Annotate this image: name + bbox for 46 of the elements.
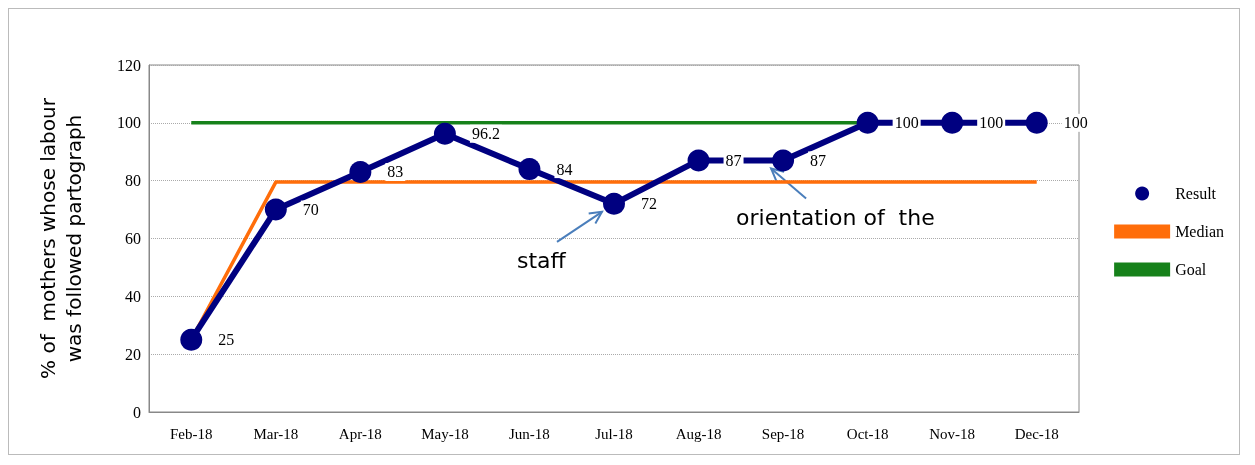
legend-label: Result: [1175, 185, 1217, 202]
data-label: 96.2: [471, 125, 500, 143]
legend-label: Goal: [1175, 261, 1207, 278]
point: [687, 149, 710, 172]
data-label: 87: [725, 151, 742, 169]
y-tick-label: 40: [125, 287, 141, 305]
x-tick-label: Dec-18: [1014, 425, 1059, 442]
data-label: 84: [556, 160, 573, 178]
data-label: 25: [218, 331, 235, 349]
data-label: 87: [810, 151, 827, 169]
data-label: 70: [302, 201, 319, 219]
point: [518, 158, 541, 181]
x-tick-label: Jul-18: [595, 425, 633, 442]
y-tick-label: 80: [125, 172, 141, 190]
point: [856, 111, 879, 134]
x-tick-label: Apr-18: [338, 425, 382, 442]
y-tick-label: 100: [117, 114, 141, 132]
point: [1025, 111, 1048, 134]
data-label: 100: [1063, 114, 1088, 132]
data-label: 72: [641, 195, 657, 213]
data-label: 100: [894, 114, 919, 132]
x-tick-label: Oct-18: [846, 425, 889, 442]
y-axis-title: % of mothers whose labour was followed partograph: [36, 97, 86, 379]
point: [433, 122, 456, 145]
annotation: staff: [517, 248, 567, 274]
point: [264, 198, 287, 221]
x-tick-label: Jun-18: [509, 425, 550, 442]
data-label: 83: [387, 163, 404, 181]
x-tick-label: Nov-18: [929, 425, 976, 442]
y-tick-label: 0: [133, 403, 141, 421]
legend-label: Median: [1175, 223, 1224, 240]
point: [349, 161, 372, 183]
x-tick-label: May-18: [421, 425, 469, 442]
point: [180, 328, 203, 351]
point: [772, 149, 795, 172]
x-tick-label: Aug-18: [675, 425, 722, 442]
data-label: 100: [979, 114, 1004, 132]
y-tick-label: 60: [125, 230, 141, 247]
x-tick-label: Feb-18: [170, 425, 213, 442]
point: [941, 111, 964, 134]
x-tick-label: Sep-18: [761, 425, 805, 442]
y-tick-label: 20: [125, 345, 141, 363]
annotation: orientation of the: [736, 204, 935, 230]
y-tick-label: 120: [117, 56, 141, 74]
x-tick-label: Mar-18: [253, 425, 299, 442]
point: [603, 192, 625, 215]
